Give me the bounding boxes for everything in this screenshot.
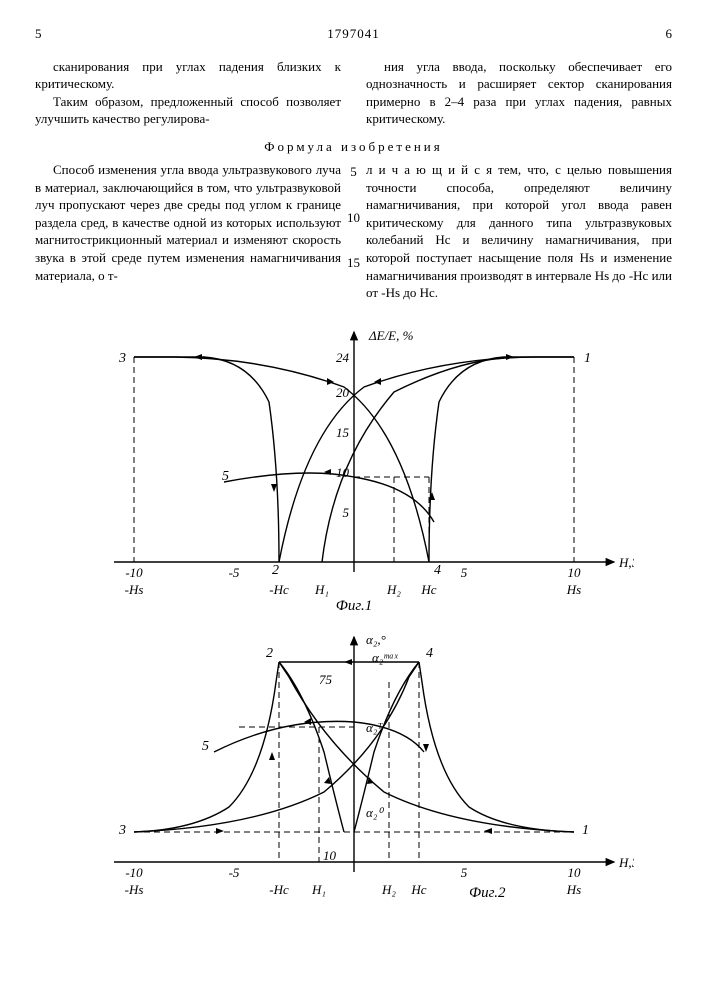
x-marker: -Hs (124, 582, 143, 597)
fig2-svg: α₂,° H,Э α₂ᵐᵃˣ 75 α₂ᵀ α₂⁰ 10 -10 -5 5 10… (74, 622, 634, 912)
curve-label: 1 (584, 351, 591, 366)
y-tick: 24 (336, 350, 350, 365)
right-column: ния угла ввода, поскольку обеспечивает е… (366, 58, 672, 128)
x-marker: -Hc (269, 882, 289, 897)
y-axis-label: ΔE/E, % (368, 328, 414, 343)
claims-text: л и ч а ю щ и й с я тем, что, с целью по… (366, 161, 672, 301)
y-tick: 5 (342, 505, 349, 520)
x-marker: Hc (420, 582, 436, 597)
curve-label: 4 (426, 646, 433, 661)
x-tick: -5 (228, 865, 239, 880)
y-tick: 15 (336, 425, 350, 440)
x-tick: -5 (228, 565, 239, 580)
y-mark: α₂⁰ (366, 805, 384, 820)
claims-columns: Способ изменения угла ввода ультразвуков… (35, 161, 672, 301)
x-tick: 5 (460, 565, 467, 580)
x-marker: H₂ (386, 582, 401, 597)
x-marker: Hs (565, 582, 580, 597)
curve-label: 5 (202, 739, 209, 754)
y-mark: 10 (323, 848, 337, 863)
paragraph: ния угла ввода, поскольку обеспечивает е… (366, 58, 672, 128)
curve-label: 3 (118, 351, 126, 366)
curve-label: 2 (272, 563, 279, 578)
paragraph: сканирования при углах падения близких к… (35, 58, 341, 93)
x-marker: Hs (565, 882, 580, 897)
fig1-caption: Фиг.1 (335, 598, 371, 612)
curve-label: 1 (582, 823, 589, 838)
fig2-caption: Фиг.2 (469, 885, 506, 901)
x-marker: Hc (410, 882, 426, 897)
x-marker: H₁ (311, 882, 326, 897)
line-num: 15 (344, 254, 364, 272)
x-marker: -Hc (269, 582, 289, 597)
x-tick: 10 (567, 565, 581, 580)
x-marker: -Hs (124, 882, 143, 897)
y-mark: 75 (319, 672, 333, 687)
fig1-svg: 24 20 15 10 5 ΔE/E, % H,Э -10 -5 5 10 -H… (74, 312, 634, 612)
left-column: сканирования при углах падения близких к… (35, 58, 341, 128)
formula-heading: Формула изобретения (35, 138, 672, 156)
page-header: 5 1797041 6 (35, 25, 672, 43)
curve-label: 3 (118, 823, 126, 838)
paragraph: Таким образом, предложенный способ позво… (35, 93, 341, 128)
x-axis-label: H,Э (618, 555, 634, 570)
x-tick: -10 (125, 865, 143, 880)
x-tick: 10 (567, 865, 581, 880)
figure-2: α₂,° H,Э α₂ᵐᵃˣ 75 α₂ᵀ α₂⁰ 10 -10 -5 5 10… (35, 622, 672, 912)
line-number-gutter: 5 10 15 (344, 161, 364, 272)
line-num: 5 (344, 163, 364, 181)
x-marker: H₁ (314, 582, 329, 597)
curve-label: 4 (434, 563, 441, 578)
claims-text: Способ изменения угла ввода ультразвуков… (35, 161, 341, 284)
curve-label: 2 (266, 646, 273, 661)
figure-1: 24 20 15 10 5 ΔE/E, % H,Э -10 -5 5 10 -H… (35, 312, 672, 612)
page-num-right: 6 (666, 25, 673, 43)
line-num: 10 (344, 209, 364, 227)
y-mark: α₂ᵐᵃˣ (372, 650, 398, 665)
claims-right: л и ч а ю щ и й с я тем, что, с целью по… (366, 161, 672, 301)
y-axis-label: α₂,° (366, 632, 386, 647)
document-number: 1797041 (42, 25, 666, 43)
curve-label: 5 (222, 469, 229, 484)
claims-left: Способ изменения угла ввода ультразвуков… (35, 161, 341, 301)
text-columns: сканирования при углах падения близких к… (35, 58, 672, 128)
x-axis-label: H,Э (618, 855, 634, 870)
x-marker: H₂ (381, 882, 396, 897)
x-tick: -10 (125, 565, 143, 580)
x-tick: 5 (460, 865, 467, 880)
